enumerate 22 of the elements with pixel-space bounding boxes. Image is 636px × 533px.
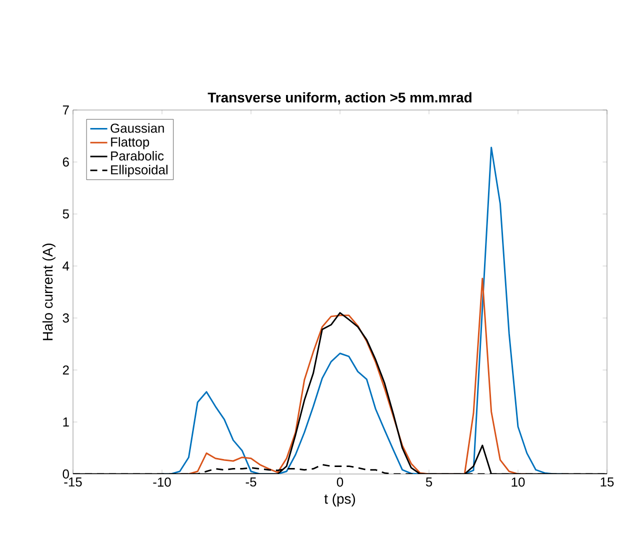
- chart-title: Transverse uniform, action >5 mm.mrad: [208, 92, 472, 104]
- y-axis-title: Halo current (A): [42, 244, 56, 340]
- x-tick-label: 0: [336, 478, 344, 487]
- y-tick-label: 1: [63, 418, 69, 426]
- x-tick-label: 5: [426, 478, 432, 487]
- x-tick-label: 15: [600, 478, 614, 487]
- y-tick-label: 2: [62, 365, 69, 375]
- y-tick-label: 0: [62, 469, 69, 479]
- y-tick-label: 3: [62, 313, 69, 323]
- x-tick-label: -5: [246, 478, 256, 487]
- x-tick-label: -10: [153, 478, 171, 487]
- legend-label: Gaussian: [110, 123, 164, 133]
- x-axis-title: t (ps): [324, 494, 356, 507]
- y-tick-label: 5: [62, 209, 69, 219]
- y-tick-label: 6: [62, 157, 69, 167]
- x-tick-label: 10: [512, 478, 525, 487]
- y-tick-label: 7: [62, 106, 69, 114]
- legend-label: Flattop: [111, 137, 150, 150]
- x-tick-label: -15: [64, 478, 82, 487]
- y-tick-label: 4: [62, 262, 70, 270]
- legend-label: Parabolic: [111, 151, 164, 161]
- legend-label: Ellipsoidal: [111, 164, 168, 177]
